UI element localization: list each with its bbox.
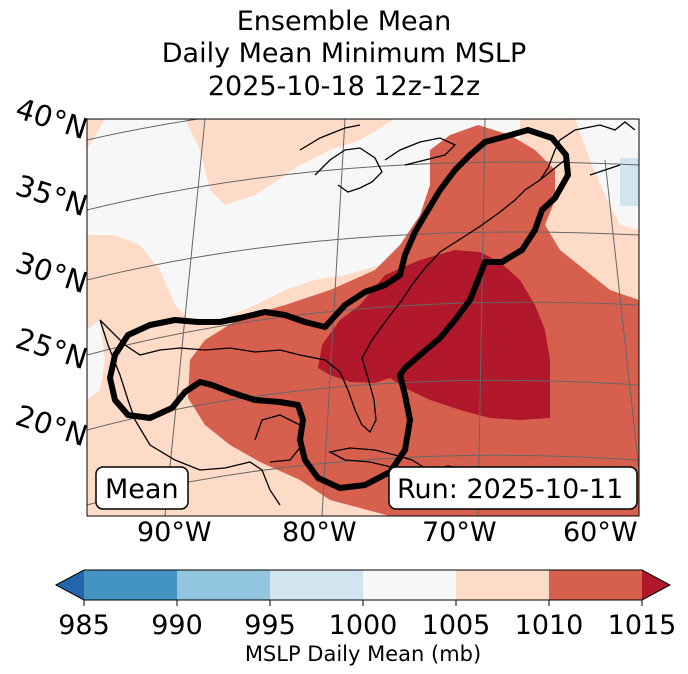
- colorbar-tick-990: 990: [151, 610, 203, 641]
- lon-label-80w: 80°W: [282, 517, 357, 548]
- field-995-1000-spot: [620, 158, 639, 206]
- colorbar-tick-1010: 1010: [515, 610, 584, 641]
- lon-label-70w: 70°W: [422, 517, 497, 548]
- colorbar-over: [642, 570, 670, 600]
- lat-label-40: 40°N: [12, 91, 92, 146]
- colorbar-tick-1000: 1000: [329, 610, 398, 641]
- field-1000-1005-north: [87, 119, 520, 320]
- lon-label-90w: 90°W: [137, 517, 212, 548]
- lat-label-25: 25°N: [12, 321, 92, 376]
- lon-labels: 90°W 80°W 70°W 60°W: [137, 517, 638, 548]
- colorbar-ticks: [83, 600, 643, 606]
- run-box-text: Run: 2025-10-11: [397, 474, 623, 505]
- gulf-coast: [99, 159, 566, 434]
- field-1000-1005-west: [87, 320, 105, 400]
- title-line-1: Ensemble Mean: [236, 6, 452, 37]
- colorbar-985-990: [84, 570, 177, 600]
- colorbar-tick-985: 985: [58, 610, 110, 641]
- colorbar-990-995: [177, 570, 270, 600]
- maine-canada: [539, 121, 636, 181]
- mean-box-text: Mean: [105, 474, 179, 505]
- lat-label-20: 20°N: [12, 398, 92, 453]
- map-frame: [86, 118, 640, 517]
- coastlines: [99, 121, 636, 506]
- title-line-2: Daily Mean Minimum MSLP: [161, 38, 527, 69]
- colorbar-1010-1015: [549, 570, 642, 600]
- colorbar-tick-1005: 1005: [422, 610, 491, 641]
- lon-label-60w: 60°W: [563, 517, 638, 548]
- colorbar-tick-1015: 1015: [608, 610, 677, 641]
- lat-labels: 40°N 35°N 30°N 25°N 20°N: [12, 91, 92, 453]
- colorbar-under: [56, 570, 84, 600]
- colorbar-995-1000: [270, 570, 363, 600]
- mean-box: Mean: [95, 466, 189, 510]
- colorbar-1000-1005: [363, 570, 456, 600]
- colorbar-1005-1010: [456, 570, 549, 600]
- run-box: Run: 2025-10-11: [388, 466, 638, 510]
- colorbar: 985 990 995 1000 1005 1010 1015 MSLP Dai…: [54, 569, 677, 666]
- map-panel: [87, 119, 639, 516]
- mexico-coast: [99, 319, 281, 506]
- contour-outline: [107, 127, 571, 491]
- title-line-3: 2025-10-18 12z-12z: [207, 71, 481, 102]
- great-lakes: [299, 124, 457, 193]
- colorbar-tick-995: 995: [244, 610, 296, 641]
- lat-label-35: 35°N: [12, 168, 92, 223]
- colorbar-label: MSLP Daily Mean (mb): [245, 642, 481, 666]
- field-over-1015: [318, 250, 550, 420]
- lat-label-30: 30°N: [12, 245, 92, 300]
